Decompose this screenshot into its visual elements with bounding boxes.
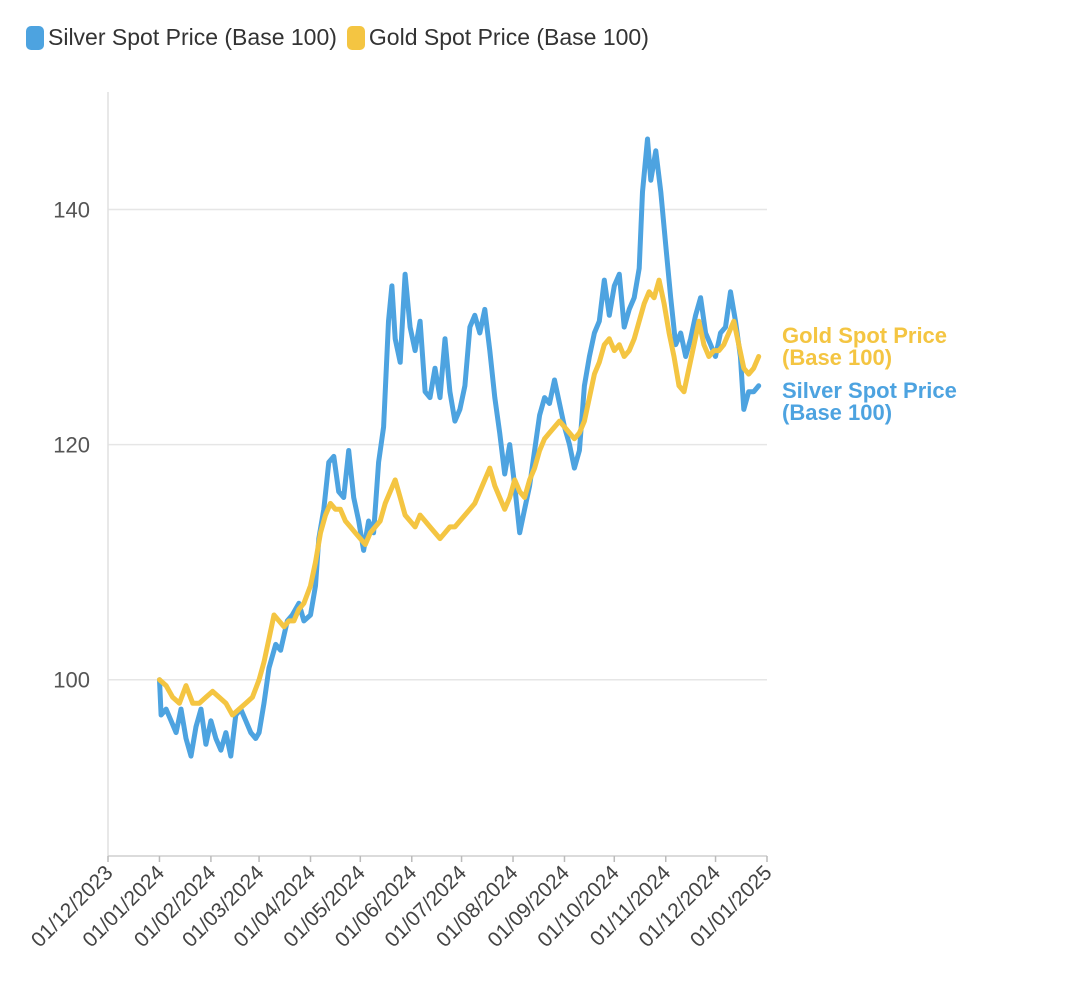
end-label-silver: Silver Spot Price (Base 100) (782, 378, 957, 425)
legend: Silver Spot Price (Base 100) Gold Spot P… (26, 24, 659, 51)
legend-label-silver: Silver Spot Price (Base 100) (48, 24, 337, 50)
series-line-silver (157, 136, 762, 759)
y-tick-label-100: 100 (53, 668, 90, 693)
legend-swatch-silver (26, 25, 44, 50)
y-tick-label-120: 120 (53, 433, 90, 458)
series-line-gold (157, 277, 762, 718)
y-tick-label-140: 140 (53, 198, 90, 223)
legend-item-gold[interactable]: Gold Spot Price (Base 100) (346, 24, 649, 51)
legend-item-silver[interactable]: Silver Spot Price (Base 100) (26, 24, 337, 51)
end-label-gold: Gold Spot Price (Base 100) (782, 323, 947, 370)
legend-swatch-gold (346, 25, 365, 50)
legend-label-gold: Gold Spot Price (Base 100) (368, 24, 649, 50)
